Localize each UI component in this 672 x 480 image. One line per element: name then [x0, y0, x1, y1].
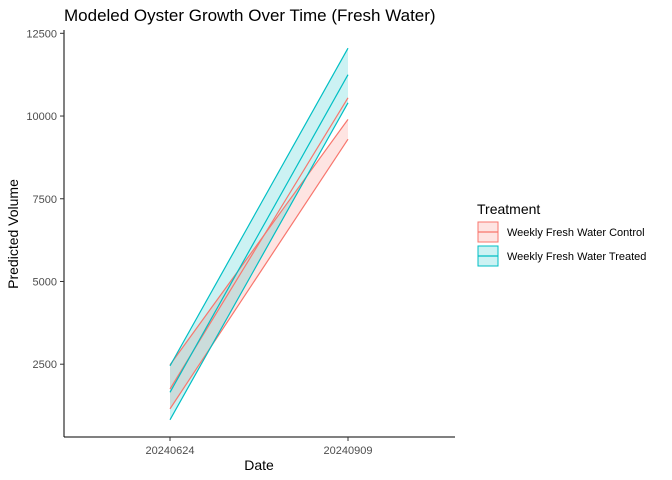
x-tick-label: 20240624 — [146, 445, 195, 457]
y-axis-ticks: 2500 5000 7500 10000 12500 — [26, 28, 64, 371]
x-axis-ticks: 20240624 20240909 — [146, 437, 373, 457]
y-tick-label: 7500 — [33, 194, 57, 206]
y-axis-title: Predicted Volume — [5, 179, 21, 289]
line-series-2-upper — [169, 47, 349, 367]
y-tick-label: 12500 — [26, 28, 57, 40]
y-tick-label: 10000 — [26, 111, 57, 123]
x-tick-label: 20240909 — [324, 445, 373, 457]
line-series-2-fit — [169, 74, 349, 393]
legend-key-series-2 — [477, 245, 499, 267]
legend-key-series-1 — [477, 221, 499, 243]
line-series-1-upper — [169, 118, 349, 366]
legend-label-series-2: Weekly Fresh Water Treated — [507, 251, 646, 263]
legend: Treatment Weekly Fresh Water Control Week… — [477, 201, 646, 267]
x-axis-title: Date — [244, 457, 274, 473]
line-series-2-lower — [169, 102, 349, 421]
y-tick-label: 5000 — [33, 276, 57, 288]
lines-layer — [169, 47, 349, 421]
y-tick-label: 2500 — [33, 359, 57, 371]
chart-title: Modeled Oyster Growth Over Time (Fresh W… — [64, 6, 436, 25]
ribbon-series-1 — [170, 119, 348, 409]
legend-title: Treatment — [477, 201, 540, 217]
legend-label-series-1: Weekly Fresh Water Control — [507, 227, 645, 239]
line-series-1-lower — [169, 138, 349, 410]
